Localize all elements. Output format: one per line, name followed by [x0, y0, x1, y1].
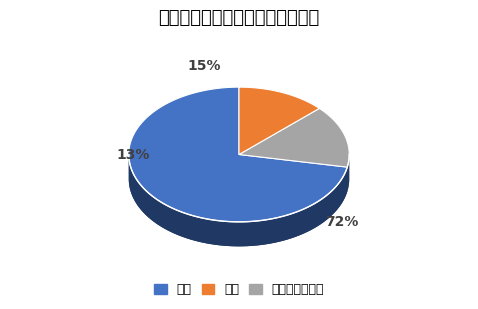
Polygon shape [348, 154, 349, 192]
Polygon shape [239, 87, 319, 154]
Text: 15%: 15% [187, 59, 220, 73]
Polygon shape [239, 108, 349, 167]
Polygon shape [129, 154, 349, 246]
Text: 72%: 72% [325, 215, 358, 229]
Text: 13%: 13% [117, 147, 150, 162]
Polygon shape [129, 87, 348, 222]
Legend: 満足, 不満, どちらでもない: 満足, 不満, どちらでもない [149, 278, 329, 301]
Text: ジムニーの乗り心地の満足度調査: ジムニーの乗り心地の満足度調査 [158, 9, 320, 27]
Polygon shape [129, 155, 348, 246]
